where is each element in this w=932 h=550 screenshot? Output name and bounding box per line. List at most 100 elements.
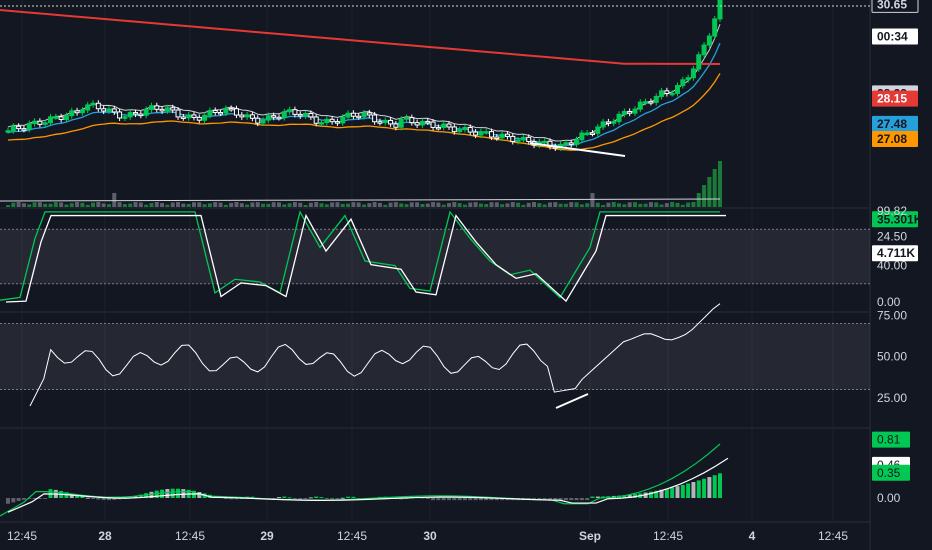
price-label[interactable]: 30.65 xyxy=(872,0,918,12)
macd-histogram-bar xyxy=(590,497,594,498)
volume-bar xyxy=(261,204,265,207)
macd-histogram-bar xyxy=(288,497,292,498)
rsi-pane[interactable] xyxy=(0,304,870,408)
candle xyxy=(415,123,419,125)
volume-bar xyxy=(277,202,281,207)
volume-bar xyxy=(612,202,616,207)
macd-histogram-bar xyxy=(564,498,568,500)
volume-bar xyxy=(250,202,254,207)
volume-bar xyxy=(54,202,58,207)
candle xyxy=(420,121,424,125)
price-label[interactable]: 24.50 xyxy=(877,229,907,243)
candle xyxy=(633,109,637,113)
volume-bar xyxy=(516,203,520,207)
rsi-tick: 75.00 xyxy=(877,308,907,322)
candle xyxy=(155,106,159,110)
volume-bar xyxy=(638,204,642,207)
volume-bar xyxy=(500,204,504,207)
volume-bar xyxy=(59,202,63,207)
volume-bar xyxy=(75,202,79,207)
volume-bar xyxy=(176,202,180,207)
candle xyxy=(351,113,355,116)
volume-bar xyxy=(64,205,68,207)
macd-histogram-bar xyxy=(713,475,717,498)
candle xyxy=(564,143,568,145)
price-pane[interactable] xyxy=(0,0,870,207)
macd-histogram-bar xyxy=(22,498,26,500)
candle xyxy=(17,126,21,128)
volume-bar xyxy=(266,204,270,207)
macd-histogram-bar xyxy=(293,498,297,499)
candle xyxy=(33,121,37,123)
price-label[interactable]: 27.48 xyxy=(872,116,918,132)
candle xyxy=(335,122,339,124)
candle xyxy=(606,122,610,124)
price-label[interactable]: 28.15 xyxy=(872,91,918,107)
rsi-band xyxy=(0,324,870,390)
volume-bar xyxy=(197,202,201,207)
volume-bar xyxy=(22,203,26,207)
price-label[interactable]: 27.08 xyxy=(872,131,918,147)
volume-bar xyxy=(70,203,74,207)
time-label: 28 xyxy=(98,529,112,543)
candle xyxy=(80,110,84,113)
volume-bar xyxy=(606,203,610,207)
volume-bar xyxy=(702,185,706,207)
price-axis[interactable]: 30.6500:3428.2928.1527.4827.0835.301K24.… xyxy=(872,0,923,505)
volume-bar xyxy=(213,202,217,207)
candle xyxy=(314,117,318,123)
volume-bar xyxy=(351,202,355,207)
volume-bar xyxy=(569,202,573,207)
volume-bar xyxy=(495,202,499,207)
macd-label[interactable]: 0.35 xyxy=(872,465,910,481)
candle xyxy=(234,109,238,115)
time-label: 12:45 xyxy=(818,529,848,543)
macd-histogram-bar xyxy=(426,498,430,499)
volume-bar xyxy=(713,169,717,207)
volume-bar xyxy=(330,202,334,207)
volume-bar xyxy=(564,204,568,207)
volume-bar xyxy=(415,202,419,207)
candle xyxy=(91,103,95,105)
time-axis[interactable]: 12:45 28 12:45 29 12:45 30 Sep 12:45 4 12:45 xyxy=(7,529,848,543)
stoch-tick: 99.82 xyxy=(877,204,907,218)
candle xyxy=(383,120,387,122)
candle xyxy=(707,36,711,45)
macd-histogram-bar xyxy=(304,498,308,499)
stochastic-pane[interactable] xyxy=(0,212,870,302)
macd-histogram-bar xyxy=(702,479,706,498)
volume-bar xyxy=(96,202,100,207)
macd-pane[interactable] xyxy=(0,444,728,516)
candle xyxy=(468,127,472,132)
candle xyxy=(622,111,626,114)
volume-bar xyxy=(335,202,339,207)
macd-label[interactable]: 0.81 xyxy=(872,432,910,448)
candle xyxy=(107,109,111,111)
volume-bar xyxy=(118,202,122,207)
volume-bar xyxy=(245,204,249,207)
volume-bar xyxy=(617,203,621,207)
macd-label[interactable]: 0.00 xyxy=(877,491,901,505)
volume-bar xyxy=(341,204,345,207)
volume-bar xyxy=(628,202,632,207)
volume-bar xyxy=(346,204,350,207)
price-label[interactable]: 00:34 xyxy=(872,28,918,44)
macd-histogram-bar xyxy=(346,497,350,498)
volume-bar xyxy=(431,202,435,207)
volume-bar xyxy=(649,202,653,207)
candle xyxy=(181,117,185,119)
volume-bar xyxy=(484,204,488,207)
volume-bar xyxy=(681,205,685,207)
macd-histogram-bar xyxy=(670,487,674,498)
macd-histogram-bar xyxy=(325,498,329,499)
volume-bar xyxy=(378,203,382,207)
price-label-text: 30.65 xyxy=(877,0,907,11)
candle xyxy=(612,122,616,124)
candle xyxy=(436,127,440,128)
candle xyxy=(590,133,594,135)
candle xyxy=(500,134,504,138)
volume-bar xyxy=(575,202,579,207)
volume-bar xyxy=(325,204,329,207)
volume-bar xyxy=(601,205,605,207)
